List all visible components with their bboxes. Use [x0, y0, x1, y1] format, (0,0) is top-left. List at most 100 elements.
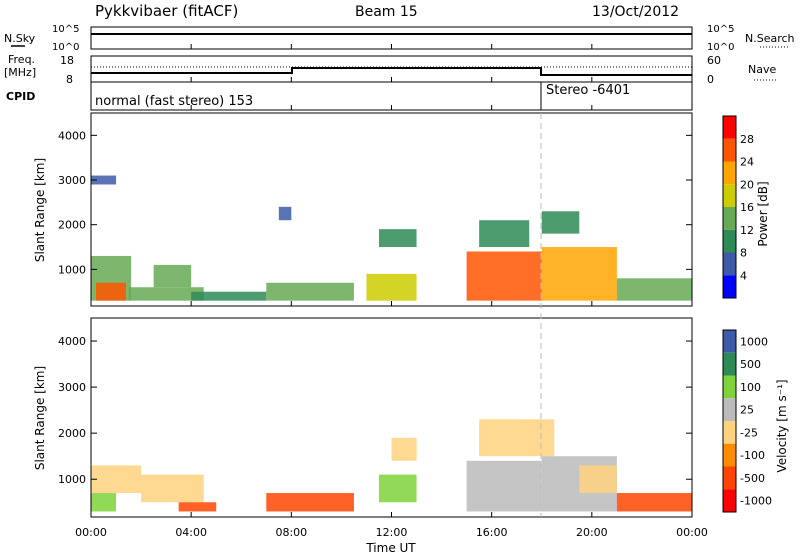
time-tick-label: 00:00 — [676, 526, 708, 539]
freq-label-line1: Freq. — [8, 53, 35, 66]
velocity-colorbar-swatch — [723, 398, 736, 421]
velocity-colorbar-tick: -1000 — [740, 495, 772, 508]
cpid-mode-1: normal (fast stereo) 153 — [95, 94, 253, 109]
power-colorbar: 28 24 20 16 12 8 4 — [722, 115, 754, 299]
velocity-colorbar-swatch — [723, 489, 736, 512]
power-data-layer — [91, 175, 692, 301]
power-ylabel: Slant Range [km] — [33, 158, 47, 262]
power-ytick-label: 3000 — [58, 174, 86, 187]
time-tick-label: 00:00 — [75, 526, 107, 539]
velocity-data-region — [91, 465, 142, 494]
power-data-region — [378, 229, 417, 248]
power-colorbar-tick: 12 — [740, 224, 754, 237]
power-colorbar-tick: 20 — [740, 178, 754, 191]
velocity-data-region — [178, 502, 217, 512]
power-data-region — [278, 206, 292, 221]
velocity-data-region — [266, 493, 354, 512]
velocity-colorbar-swatch — [723, 443, 736, 467]
velocity-data-region — [378, 474, 417, 503]
nsky-tick-bottom: 10^0 — [52, 42, 79, 53]
velocity-colorbar-swatch — [723, 375, 736, 399]
power-colorbar-swatch — [723, 275, 736, 298]
freq-label-line2: [MHz] — [4, 66, 36, 79]
velocity-colorbar-swatch — [723, 352, 736, 376]
power-data-region — [96, 282, 127, 301]
velocity-data-region — [141, 474, 204, 503]
beam-label: Beam 15 — [355, 4, 418, 20]
velocity-colorbar-label: Velocity [m s⁻¹] — [775, 379, 789, 472]
power-data-region — [91, 175, 117, 185]
velocity-data-region — [466, 460, 542, 512]
power-colorbar-swatch — [723, 138, 736, 162]
power-colorbar-swatch — [723, 184, 736, 207]
freq-tick-bottom: 8 — [66, 73, 73, 86]
velocity-data-region — [616, 493, 692, 512]
power-colorbar-swatch — [723, 252, 736, 276]
power-data-region — [541, 211, 580, 234]
date-label: 13/Oct/2012 — [592, 4, 679, 20]
power-colorbar-tick: 24 — [740, 156, 754, 169]
power-colorbar-tick: 4 — [740, 269, 747, 282]
nave-label: Nave — [748, 63, 776, 76]
velocity-ylabel: Slant Range [km] — [33, 366, 47, 470]
velocity-colorbar-tick: -500 — [740, 472, 765, 485]
velocity-ytick-label: 4000 — [58, 335, 86, 348]
velocity-colorbar-tick: -25 — [740, 426, 758, 439]
power-data-region — [541, 247, 617, 301]
freq-tick-top: 18 — [60, 54, 74, 67]
power-data-region — [616, 278, 692, 301]
power-data-region — [128, 287, 204, 301]
velocity-colorbar-swatch — [723, 330, 736, 353]
power-colorbar-frame — [722, 115, 737, 299]
nave-tick-top: 60 — [707, 54, 721, 67]
velocity-colorbar-tick: 1000 — [740, 335, 768, 348]
power-ytick-label: 4000 — [58, 129, 86, 142]
nsearch-label: N.Search — [745, 32, 795, 45]
velocity-data-region — [479, 419, 555, 457]
time-tick-label: 04:00 — [175, 526, 207, 539]
time-tick-label: 16:00 — [476, 526, 508, 539]
velocity-data-region — [579, 465, 617, 494]
cpid-mode-2: Stereo -6401 — [546, 83, 630, 98]
velocity-yaxis: 4000 3000 2000 1000 — [58, 335, 692, 486]
power-data-region — [479, 220, 530, 248]
power-ytick-label: 1000 — [58, 263, 86, 276]
nsky-label: N.Sky — [4, 32, 36, 45]
nsky-tick-top: 10^5 — [52, 24, 79, 35]
power-yaxis: 4000 3000 2000 1000 — [58, 129, 692, 276]
power-colorbar-swatch — [723, 161, 736, 185]
velocity-data-layer — [91, 419, 692, 512]
power-colorbar-tick: 16 — [740, 201, 754, 214]
velocity-ytick-label: 1000 — [58, 473, 86, 486]
velocity-colorbar-tick: 500 — [740, 358, 761, 371]
time-tick-label: 08:00 — [275, 526, 307, 539]
power-data-region — [153, 264, 192, 288]
velocity-colorbar-swatch — [723, 421, 736, 444]
velocity-data-region — [391, 437, 417, 461]
power-colorbar-label: Power [dB] — [756, 181, 770, 246]
power-colorbar-tick: 8 — [740, 247, 747, 260]
velocity-colorbar-tick: 25 — [740, 404, 754, 417]
power-data-region — [466, 251, 542, 301]
nsearch-tick-bottom: 10^0 — [707, 42, 734, 53]
velocity-ytick-label: 2000 — [58, 427, 86, 440]
velocity-colorbar-frame — [722, 329, 737, 513]
freq-trace — [91, 67, 692, 76]
velocity-colorbar-tick: -100 — [740, 449, 765, 462]
cpid-label: CPID — [6, 90, 35, 103]
time-tick-label: 20:00 — [576, 526, 608, 539]
power-colorbar-tick: 28 — [740, 133, 754, 146]
velocity-data-region — [91, 493, 117, 512]
nsearch-tick-top: 10^5 — [707, 24, 734, 35]
time-axis-label: Time UT — [365, 541, 416, 554]
power-data-region — [266, 282, 354, 301]
power-ytick-label: 2000 — [58, 219, 86, 232]
power-data-region — [191, 291, 267, 301]
velocity-colorbar: 1000 500 100 25 -25 -100 -500 -1000 — [722, 329, 772, 513]
station-title: Pykkvibaer (fitACF) — [95, 2, 238, 20]
velocity-colorbar-swatch — [723, 466, 736, 490]
time-axis: 00:00 04:00 08:00 12:00 16:00 20:00 00:00 — [75, 44, 708, 539]
power-colorbar-swatch — [723, 116, 736, 139]
velocity-colorbar-tick: 100 — [740, 381, 761, 394]
